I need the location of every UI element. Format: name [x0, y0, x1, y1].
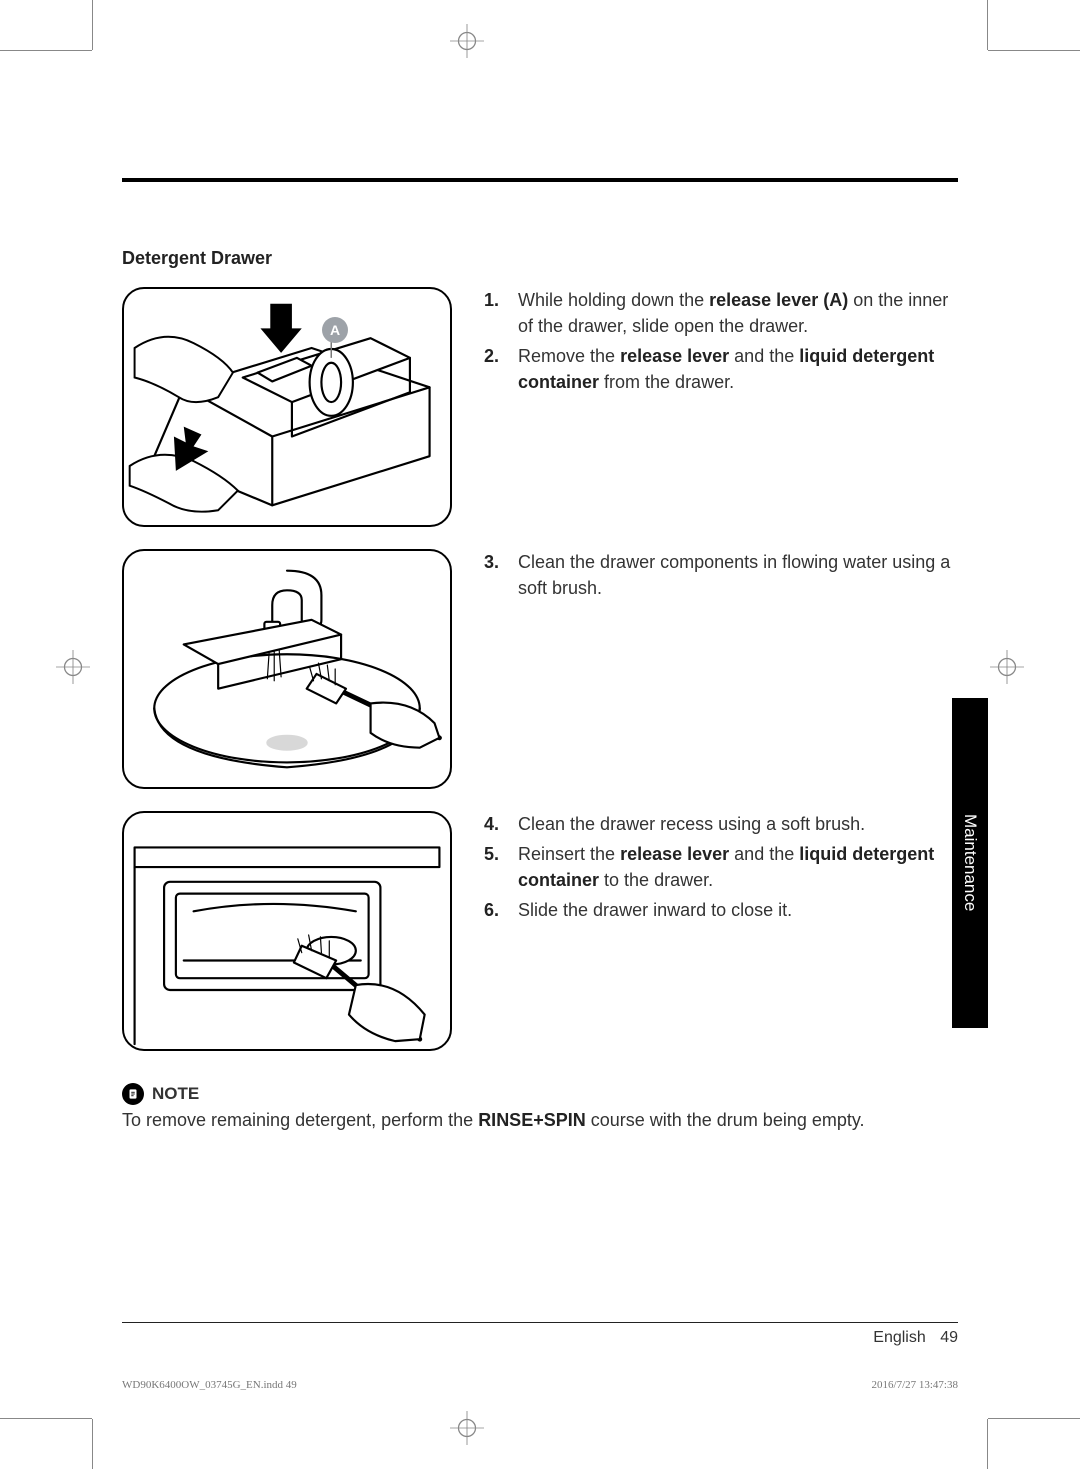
- figure-3-cleaning-recess: [122, 811, 452, 1051]
- step-item: While holding down the release lever (A)…: [484, 287, 958, 339]
- footer-page-number: 49: [930, 1329, 958, 1346]
- step-item: Reinsert the release lever and the liqui…: [484, 841, 958, 893]
- crop-mark: [92, 0, 93, 50]
- crop-mark: [0, 1418, 92, 1419]
- step-row-2: Clean the drawer components in flowing w…: [122, 549, 958, 789]
- content-area: Detergent Drawer: [122, 248, 958, 1133]
- registration-mark-icon: [56, 650, 90, 684]
- note-block: NOTE To remove remaining detergent, perf…: [122, 1083, 958, 1133]
- crop-mark: [988, 50, 1080, 51]
- callout-a: A: [322, 317, 348, 343]
- steps-block-1: While holding down the release lever (A)…: [484, 287, 958, 399]
- figure-2-cleaning-parts: [122, 549, 452, 789]
- imprint-timestamp: 2016/7/27 13:47:38: [872, 1379, 958, 1391]
- step-item: Clean the drawer components in flowing w…: [484, 549, 958, 601]
- step-row-1: A While holding down the release lever (…: [122, 287, 958, 527]
- note-text: To remove remaining detergent, perform t…: [122, 1107, 958, 1133]
- registration-mark-icon: [990, 650, 1024, 684]
- note-heading: NOTE: [122, 1083, 958, 1105]
- note-text-post: course with the drum being empty.: [586, 1110, 865, 1130]
- step-item: Slide the drawer inward to close it.: [484, 897, 958, 923]
- crop-mark: [988, 1418, 1080, 1419]
- imprint-file: WD90K6400OW_03745G_EN.indd 49: [122, 1379, 297, 1391]
- figure-1-drawer-open: A: [122, 287, 452, 527]
- steps-block-3: Clean the drawer recess using a soft bru…: [484, 811, 958, 927]
- footer: English 49: [122, 1322, 958, 1347]
- footer-language: English: [873, 1329, 925, 1346]
- note-label: NOTE: [152, 1084, 199, 1104]
- imprint-line: WD90K6400OW_03745G_EN.indd 49 2016/7/27 …: [122, 1379, 958, 1391]
- step-item: Clean the drawer recess using a soft bru…: [484, 811, 958, 837]
- note-text-pre: To remove remaining detergent, perform t…: [122, 1110, 478, 1130]
- crop-mark: [92, 1419, 93, 1469]
- header-rule: [122, 178, 958, 182]
- crop-mark: [987, 1419, 988, 1469]
- page: Maintenance Detergent Drawer: [92, 50, 988, 1419]
- crop-mark: [0, 50, 92, 51]
- step-item: Remove the release lever and the liquid …: [484, 343, 958, 395]
- note-icon: [122, 1083, 144, 1105]
- note-text-em: RINSE+SPIN: [478, 1110, 586, 1130]
- crop-mark: [987, 0, 988, 50]
- step-row-3: Clean the drawer recess using a soft bru…: [122, 811, 958, 1051]
- steps-block-2: Clean the drawer components in flowing w…: [484, 549, 958, 605]
- section-title: Detergent Drawer: [122, 248, 958, 269]
